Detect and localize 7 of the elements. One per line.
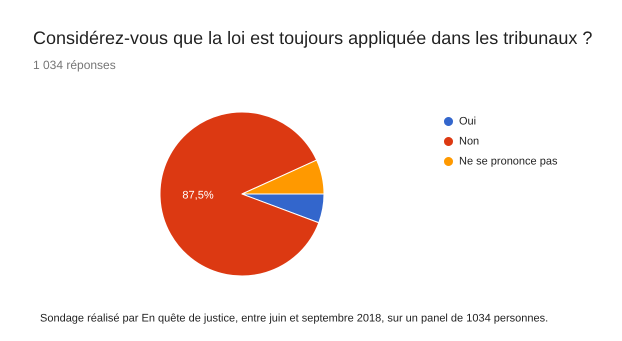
chart-title: Considérez-vous que la loi est toujours appliquée dans les tribunaux ? (33, 28, 592, 48)
legend-label: Non (459, 136, 480, 148)
data-label: 87,5% (182, 190, 214, 202)
chart-subtitle: 1 034 réponses (33, 58, 116, 72)
text: Sondage réalisé par En quête de justice, entre juin et septembre 2018, sur un panel de 1034 personnes. (40, 312, 548, 324)
legend-label: Oui (459, 116, 476, 128)
legend-label: Ne se prononce pas (459, 156, 558, 168)
